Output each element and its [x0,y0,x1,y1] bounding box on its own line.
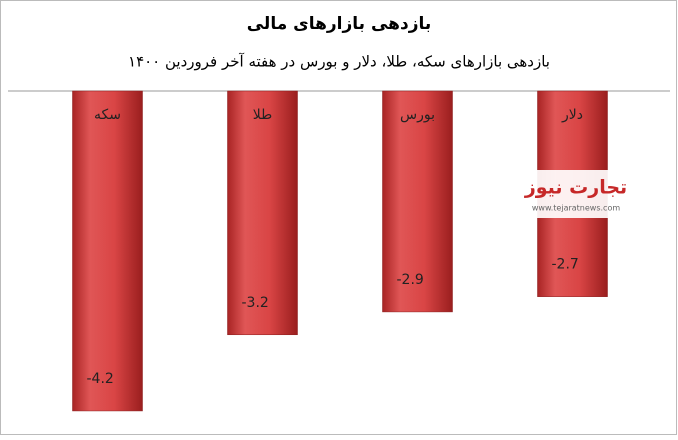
watermark-logo: تجارت نیوز [524,177,627,199]
bar [227,90,298,336]
value-label: -2.9 [397,272,424,288]
category-label: طلا [253,107,273,123]
bar [382,90,453,313]
value-label: -2.7 [552,257,579,273]
chart-title: بازدهی بازارهای مالی [247,14,432,34]
watermark-url: www.tejaratnews.com [532,204,620,213]
category-label: سکه [94,107,121,123]
category-label: دلار [561,107,583,123]
bar [72,90,143,412]
watermark-box [512,170,642,218]
value-label: -4.2 [87,371,114,387]
value-label: -3.2 [242,295,269,311]
category-label: بورس [400,107,435,123]
chart-subtitle: بازدهی بازارهای سکه، طلا، دلار و بورس در… [128,53,550,71]
watermark: تجارت نیوز www.tejaratnews.com [512,170,642,218]
